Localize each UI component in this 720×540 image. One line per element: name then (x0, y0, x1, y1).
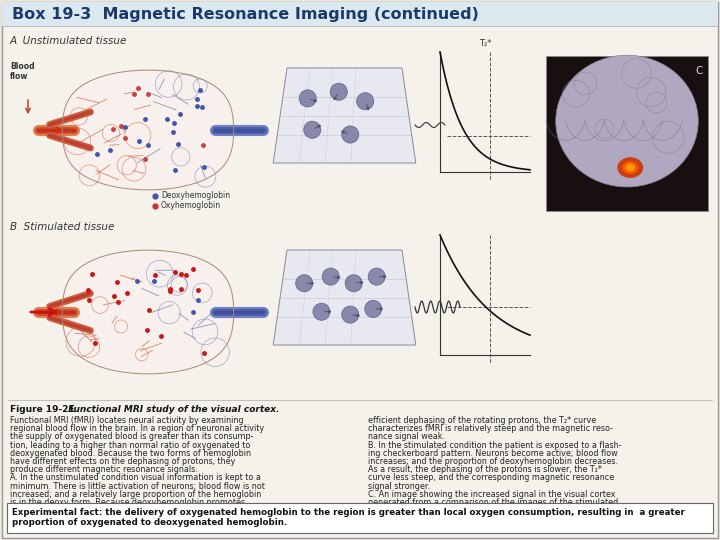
Ellipse shape (617, 157, 643, 178)
Text: deoxygenated blood. Because the two forms of hemoglobin: deoxygenated blood. Because the two form… (10, 449, 251, 458)
Text: Blood
flow: Blood flow (10, 62, 35, 82)
Polygon shape (63, 250, 234, 374)
FancyBboxPatch shape (7, 503, 713, 533)
Text: signal stronger.: signal stronger. (368, 482, 430, 491)
Circle shape (368, 268, 385, 285)
Text: and unstimulated cortex.: and unstimulated cortex. (368, 506, 469, 515)
Text: Box 19-3  Magnetic Resonance Imaging (continued): Box 19-3 Magnetic Resonance Imaging (con… (12, 6, 479, 22)
Text: A. In the unstimulated condition visual information is kept to a: A. In the unstimulated condition visual … (10, 474, 261, 482)
Circle shape (345, 275, 362, 292)
Ellipse shape (626, 164, 635, 172)
Bar (546, 56, 708, 211)
Text: have different effects on the dephasing of protons, they: have different effects on the dephasing … (10, 457, 235, 466)
Text: proportion of oxygenated to deoxygenated hemoglobin.: proportion of oxygenated to deoxygenated… (12, 518, 287, 527)
Text: T₂*: T₂* (479, 39, 491, 48)
Circle shape (342, 306, 359, 323)
Text: is in the deoxy form. Because deoxyhemoglobin promotes: is in the deoxy form. Because deoxyhemog… (10, 498, 245, 507)
Text: nance signal weak.: nance signal weak. (368, 433, 445, 441)
Text: increased; and a relatively large proportion of the hemoglobin: increased; and a relatively large propor… (10, 490, 261, 499)
Text: minimum. There is little activation of neurons; blood flow is not: minimum. There is little activation of n… (10, 482, 265, 491)
Text: Functional MRI (fMRI) locates neural activity by examining: Functional MRI (fMRI) locates neural act… (10, 416, 243, 425)
Polygon shape (273, 68, 416, 163)
Text: Functional MRI study of the visual cortex.: Functional MRI study of the visual corte… (62, 405, 279, 414)
Text: characterizes fMRI is relatively steep and the magnetic reso-: characterizes fMRI is relatively steep a… (368, 424, 613, 433)
Text: efficient dephasing of the rotating protons, the T₂* curve: efficient dephasing of the rotating prot… (368, 416, 596, 425)
Circle shape (296, 275, 312, 292)
Text: B  Stimulated tissue: B Stimulated tissue (10, 222, 114, 232)
Text: the supply of oxygenated blood is greater than its consump-: the supply of oxygenated blood is greate… (10, 433, 253, 441)
Text: C: C (696, 66, 703, 76)
Text: A  Unstimulated tissue: A Unstimulated tissue (10, 36, 127, 46)
Circle shape (330, 83, 347, 100)
Circle shape (322, 268, 339, 285)
Circle shape (313, 303, 330, 320)
Text: curve less steep, and the corresponding magnetic resonance: curve less steep, and the corresponding … (368, 474, 614, 482)
Text: produce different magnetic resonance signals.: produce different magnetic resonance sig… (10, 465, 198, 474)
Text: C. An image showing the increased signal in the visual cortex: C. An image showing the increased signal… (368, 490, 616, 499)
Polygon shape (273, 250, 416, 345)
Text: ing checkerboard pattern. Neurons become active; blood flow: ing checkerboard pattern. Neurons become… (368, 449, 618, 458)
Text: As a result, the dephasing of the protons is slower, the T₂*: As a result, the dephasing of the proton… (368, 465, 602, 474)
Circle shape (342, 126, 359, 143)
Text: Deoxyhemoglobin: Deoxyhemoglobin (161, 192, 230, 200)
Circle shape (299, 90, 316, 107)
Ellipse shape (622, 161, 639, 174)
Text: Oxyhemoglobin: Oxyhemoglobin (161, 201, 221, 211)
Text: B. In the stimulated condition the patient is exposed to a flash-: B. In the stimulated condition the patie… (368, 441, 621, 450)
Ellipse shape (556, 55, 698, 187)
Circle shape (356, 93, 374, 110)
Text: regional blood flow in the brain. In a region of neuronal activity: regional blood flow in the brain. In a r… (10, 424, 264, 433)
Circle shape (365, 300, 382, 318)
Circle shape (304, 121, 321, 138)
Bar (2, 2, 718, 26)
Text: generated from a comparison of the images of the stimulated: generated from a comparison of the image… (368, 498, 618, 507)
Polygon shape (63, 70, 234, 190)
Text: increases; and the proportion of deoxyhemoglobin decreases.: increases; and the proportion of deoxyhe… (368, 457, 618, 466)
Text: Experimental fact: the delivery of oxygenated hemoglobin to the region is greate: Experimental fact: the delivery of oxyge… (12, 508, 685, 517)
Text: Figure 19-21: Figure 19-21 (10, 405, 75, 414)
Text: tion, leading to a higher than normal ratio of oxygenated to: tion, leading to a higher than normal ra… (10, 441, 251, 450)
